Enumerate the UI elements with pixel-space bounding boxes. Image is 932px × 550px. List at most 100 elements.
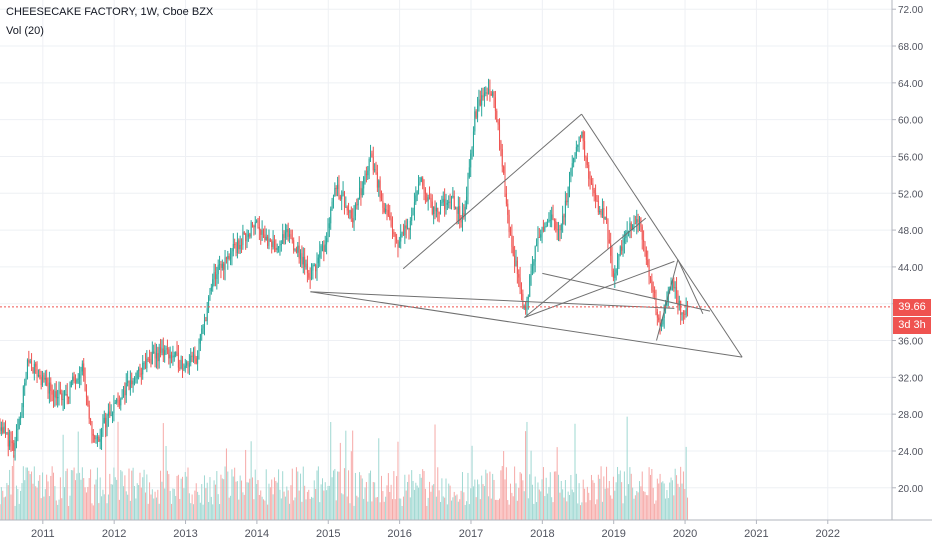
candle-body [452,195,454,198]
trendline[interactable] [656,259,679,341]
candle-body [7,432,9,447]
candle-body [55,391,57,399]
candle-body [383,207,385,213]
trendline-drawings[interactable] [310,113,743,358]
volume-bar [412,480,414,520]
candle-body [242,232,244,246]
volume-bar [552,502,554,520]
candle-body [549,219,551,221]
price-tick-label: 32.00 [898,373,923,384]
volume-bar [242,492,244,520]
candle-body [37,374,39,377]
candle-body [619,246,621,255]
volume-bar [623,471,625,520]
volume-bar [564,480,566,520]
volume-bar [511,492,513,520]
volume-bar [350,451,352,520]
candle-body [35,363,37,367]
volume-bar [309,498,311,520]
volume-bar [633,498,635,520]
trendline[interactable] [524,260,675,318]
volume-bar [504,479,506,520]
volume-bar [478,484,480,520]
volume-bar [645,495,647,520]
volume-bar [570,474,572,520]
symbol-legend[interactable]: CHEESECAKE FACTORY, 1W, Cboe BZX [6,6,214,18]
candle-body [57,396,59,399]
candle-body [534,246,536,262]
volume-bar [596,499,598,520]
candle-body [571,163,573,169]
candle-body [269,239,271,242]
volume-bar [634,495,636,520]
candle-body [132,381,134,385]
candle-body [223,263,225,270]
volume-bar [47,481,49,520]
volume-bar [22,466,24,520]
candle-body [396,236,398,241]
volume-bar [486,473,488,520]
time-axis[interactable]: 2011 2012 2013 2014 2015 2016 2017 2018 2019 2020… [0,519,932,540]
candle-body [479,99,481,106]
volume-bar [505,467,507,520]
candle-body [239,244,241,250]
candle-body [224,257,226,270]
candle-body [433,206,435,214]
volume-bar [663,483,665,520]
trendline[interactable] [677,259,704,315]
candle-body [376,172,378,188]
volume-bar [216,471,218,520]
trendline[interactable] [310,291,675,309]
volume-bar [549,472,551,520]
volume-bar [326,490,328,520]
volume-bar [437,467,439,520]
trendline[interactable] [310,291,743,358]
candle-body [529,275,531,297]
candle-body [606,217,608,220]
candle-body [567,186,569,203]
candle-body [520,288,522,294]
candle-body [85,390,87,397]
candle-body [471,147,473,154]
volume-bar [55,500,57,520]
volume-bar [136,483,138,520]
price-axis[interactable]: 20.0024.0028.0032.0036.0040.0044.0048.00… [891,0,923,520]
candle-body [214,271,216,279]
volume-bar [214,484,216,520]
candle-body [243,232,245,234]
volume-bar [24,480,26,520]
candle-body [404,225,406,236]
volume-bar [94,484,96,520]
candle-body [252,222,254,227]
candle-body [264,234,266,241]
volume-bar [625,495,627,520]
volume-legend[interactable]: Vol (20) [6,25,44,37]
trendline[interactable] [542,272,711,312]
trendline[interactable] [581,113,743,358]
volume-bar [331,477,333,520]
volume-bar [112,484,114,520]
volume-bar [295,467,297,520]
volume-bar [367,501,369,520]
candle-body [241,244,243,246]
candle-body [326,237,328,245]
candle-body [540,234,542,238]
candle-body [402,232,404,236]
volume-bar [433,484,435,520]
trendline[interactable] [402,113,582,270]
candle-body [559,228,561,231]
volume-bar [294,497,296,520]
candle-body [73,376,75,381]
candle-body [257,220,259,228]
candle-body [125,382,127,396]
volume-bar [503,451,505,520]
volume-bar [629,467,631,520]
candle-body [494,97,496,111]
volume-bar [516,500,518,520]
volume-bar [383,501,385,520]
candle-body [590,178,592,184]
candle-body [437,207,439,212]
volume-bar [182,476,184,520]
trendline[interactable] [524,217,647,318]
